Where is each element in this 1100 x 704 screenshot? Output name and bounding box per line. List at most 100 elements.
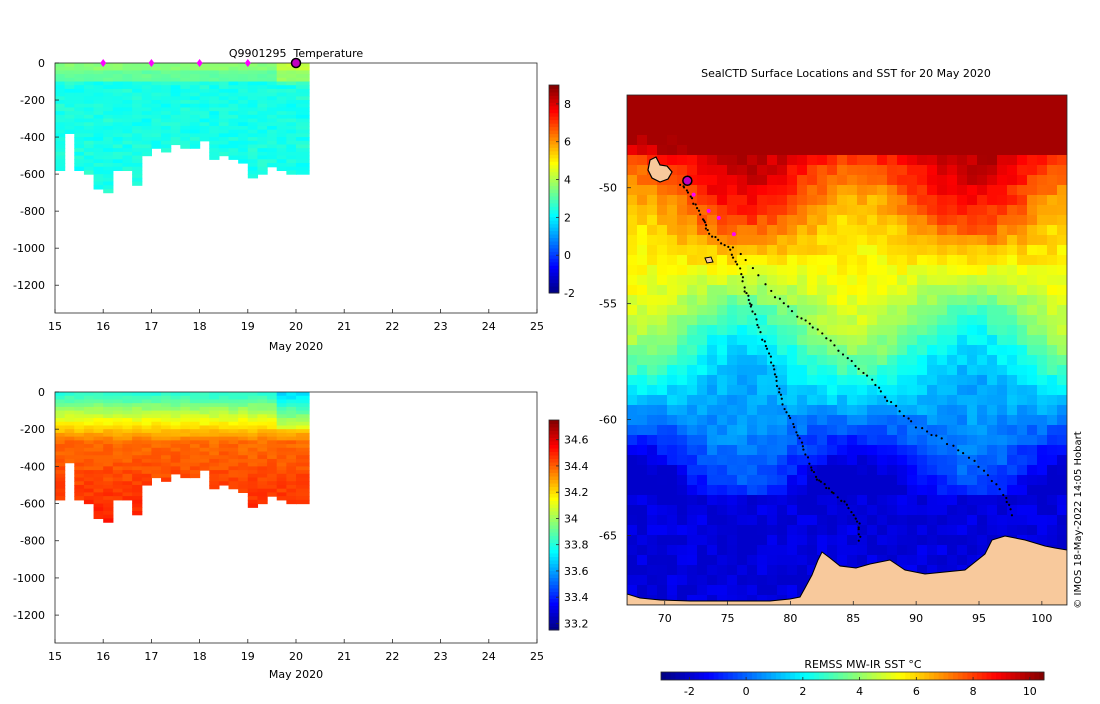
sst-cell [687,515,698,526]
sst-cell [927,445,938,456]
profile-cell [103,444,114,449]
profile-cell [218,92,230,97]
track-point [962,451,965,455]
sst-cell [827,435,838,446]
sst-cell [767,585,778,596]
colorbar-segment [549,521,559,526]
sst-cell [807,215,818,226]
sst-cell [657,265,668,276]
profile-cell [103,107,114,112]
profile-cell [209,148,220,153]
sst-cell [947,515,958,526]
profile-cell [218,436,230,441]
sst-cell [727,525,738,536]
sst-cell [727,445,738,456]
profile-cell [161,137,172,142]
sst-cell [1047,355,1058,366]
sst-cell [647,365,658,376]
track-point [773,373,777,376]
sst-cell [967,365,978,376]
sst-cell [817,455,828,466]
sst-cell [807,125,818,136]
sst-cell [667,565,678,576]
x-tick-label: 19 [241,650,255,663]
sst-cell [827,295,838,306]
sst-cell [717,445,728,456]
sst-cell [757,275,768,286]
sst-cell [1057,145,1067,156]
colorbar-tick-label: 0 [564,249,571,262]
profile-cell [286,455,297,460]
sst-cell [1007,525,1018,536]
profile-cell [286,81,297,86]
profile-cell [199,122,210,127]
sst-cell [727,165,738,176]
profile-cell [64,129,75,134]
profile-cell [247,406,259,412]
colorbar-segment [549,479,559,484]
colorbar-segment [549,91,559,96]
profile-cell [286,148,297,153]
profile-cell [141,392,152,397]
sst-colorbar-segment [1034,672,1040,680]
sst-cell [827,495,838,506]
sst-cell [1027,105,1038,116]
sst-cell [967,455,978,466]
profile-cell [209,481,220,486]
sst-cell [837,485,848,496]
sst-cell [787,335,798,346]
sst-cell [677,505,688,516]
sst-cell [967,125,978,136]
profile-cell [257,137,268,142]
profile-cell [93,510,104,516]
sst-cell [827,315,838,326]
track-point [730,253,733,256]
profile-cell [103,414,114,419]
sst-cell [727,135,738,146]
sst-cell [867,545,878,556]
profile-cell [161,418,172,423]
track-point [757,274,760,277]
sst-cell [767,165,778,176]
track-point [745,291,748,295]
sst-cell [707,525,718,536]
sst-cell [657,385,668,396]
track-point [767,352,771,355]
sst-cell [767,275,778,286]
profile-cell [189,63,201,68]
sst-cell [637,125,648,136]
sst-cell [907,95,918,106]
sst-cell [717,125,728,136]
sst-cell [757,585,768,596]
sst-cell [867,155,878,166]
sst-cell [997,405,1008,416]
profile-cell [257,425,268,430]
profile-cell [209,155,220,160]
sst-cell [687,265,698,276]
profile-cell [199,63,210,68]
sst-cell [707,455,718,466]
sst-cell [837,205,848,216]
sst-cell [687,365,698,376]
sst-cell [687,235,698,246]
profile-cell [267,395,278,401]
sst-cell [657,565,668,576]
sst-cell [717,535,728,546]
track-point [769,355,772,358]
sst-cell [997,375,1008,386]
sst-cell [707,285,718,296]
sst-colorbar-segment [742,672,748,680]
sst-colorbar-segment [957,672,964,680]
sst-cell [777,195,788,206]
sst-cell [847,385,858,396]
sst-cell [897,285,908,296]
profile-cell [83,103,95,109]
sst-cell [967,505,978,516]
profile-cell [55,406,66,412]
sst-cell [827,485,838,496]
track-point [852,513,855,517]
sst-cell [847,295,858,306]
profile-cell [132,492,143,497]
profile-cell [276,481,287,486]
profile-cell [276,432,287,438]
